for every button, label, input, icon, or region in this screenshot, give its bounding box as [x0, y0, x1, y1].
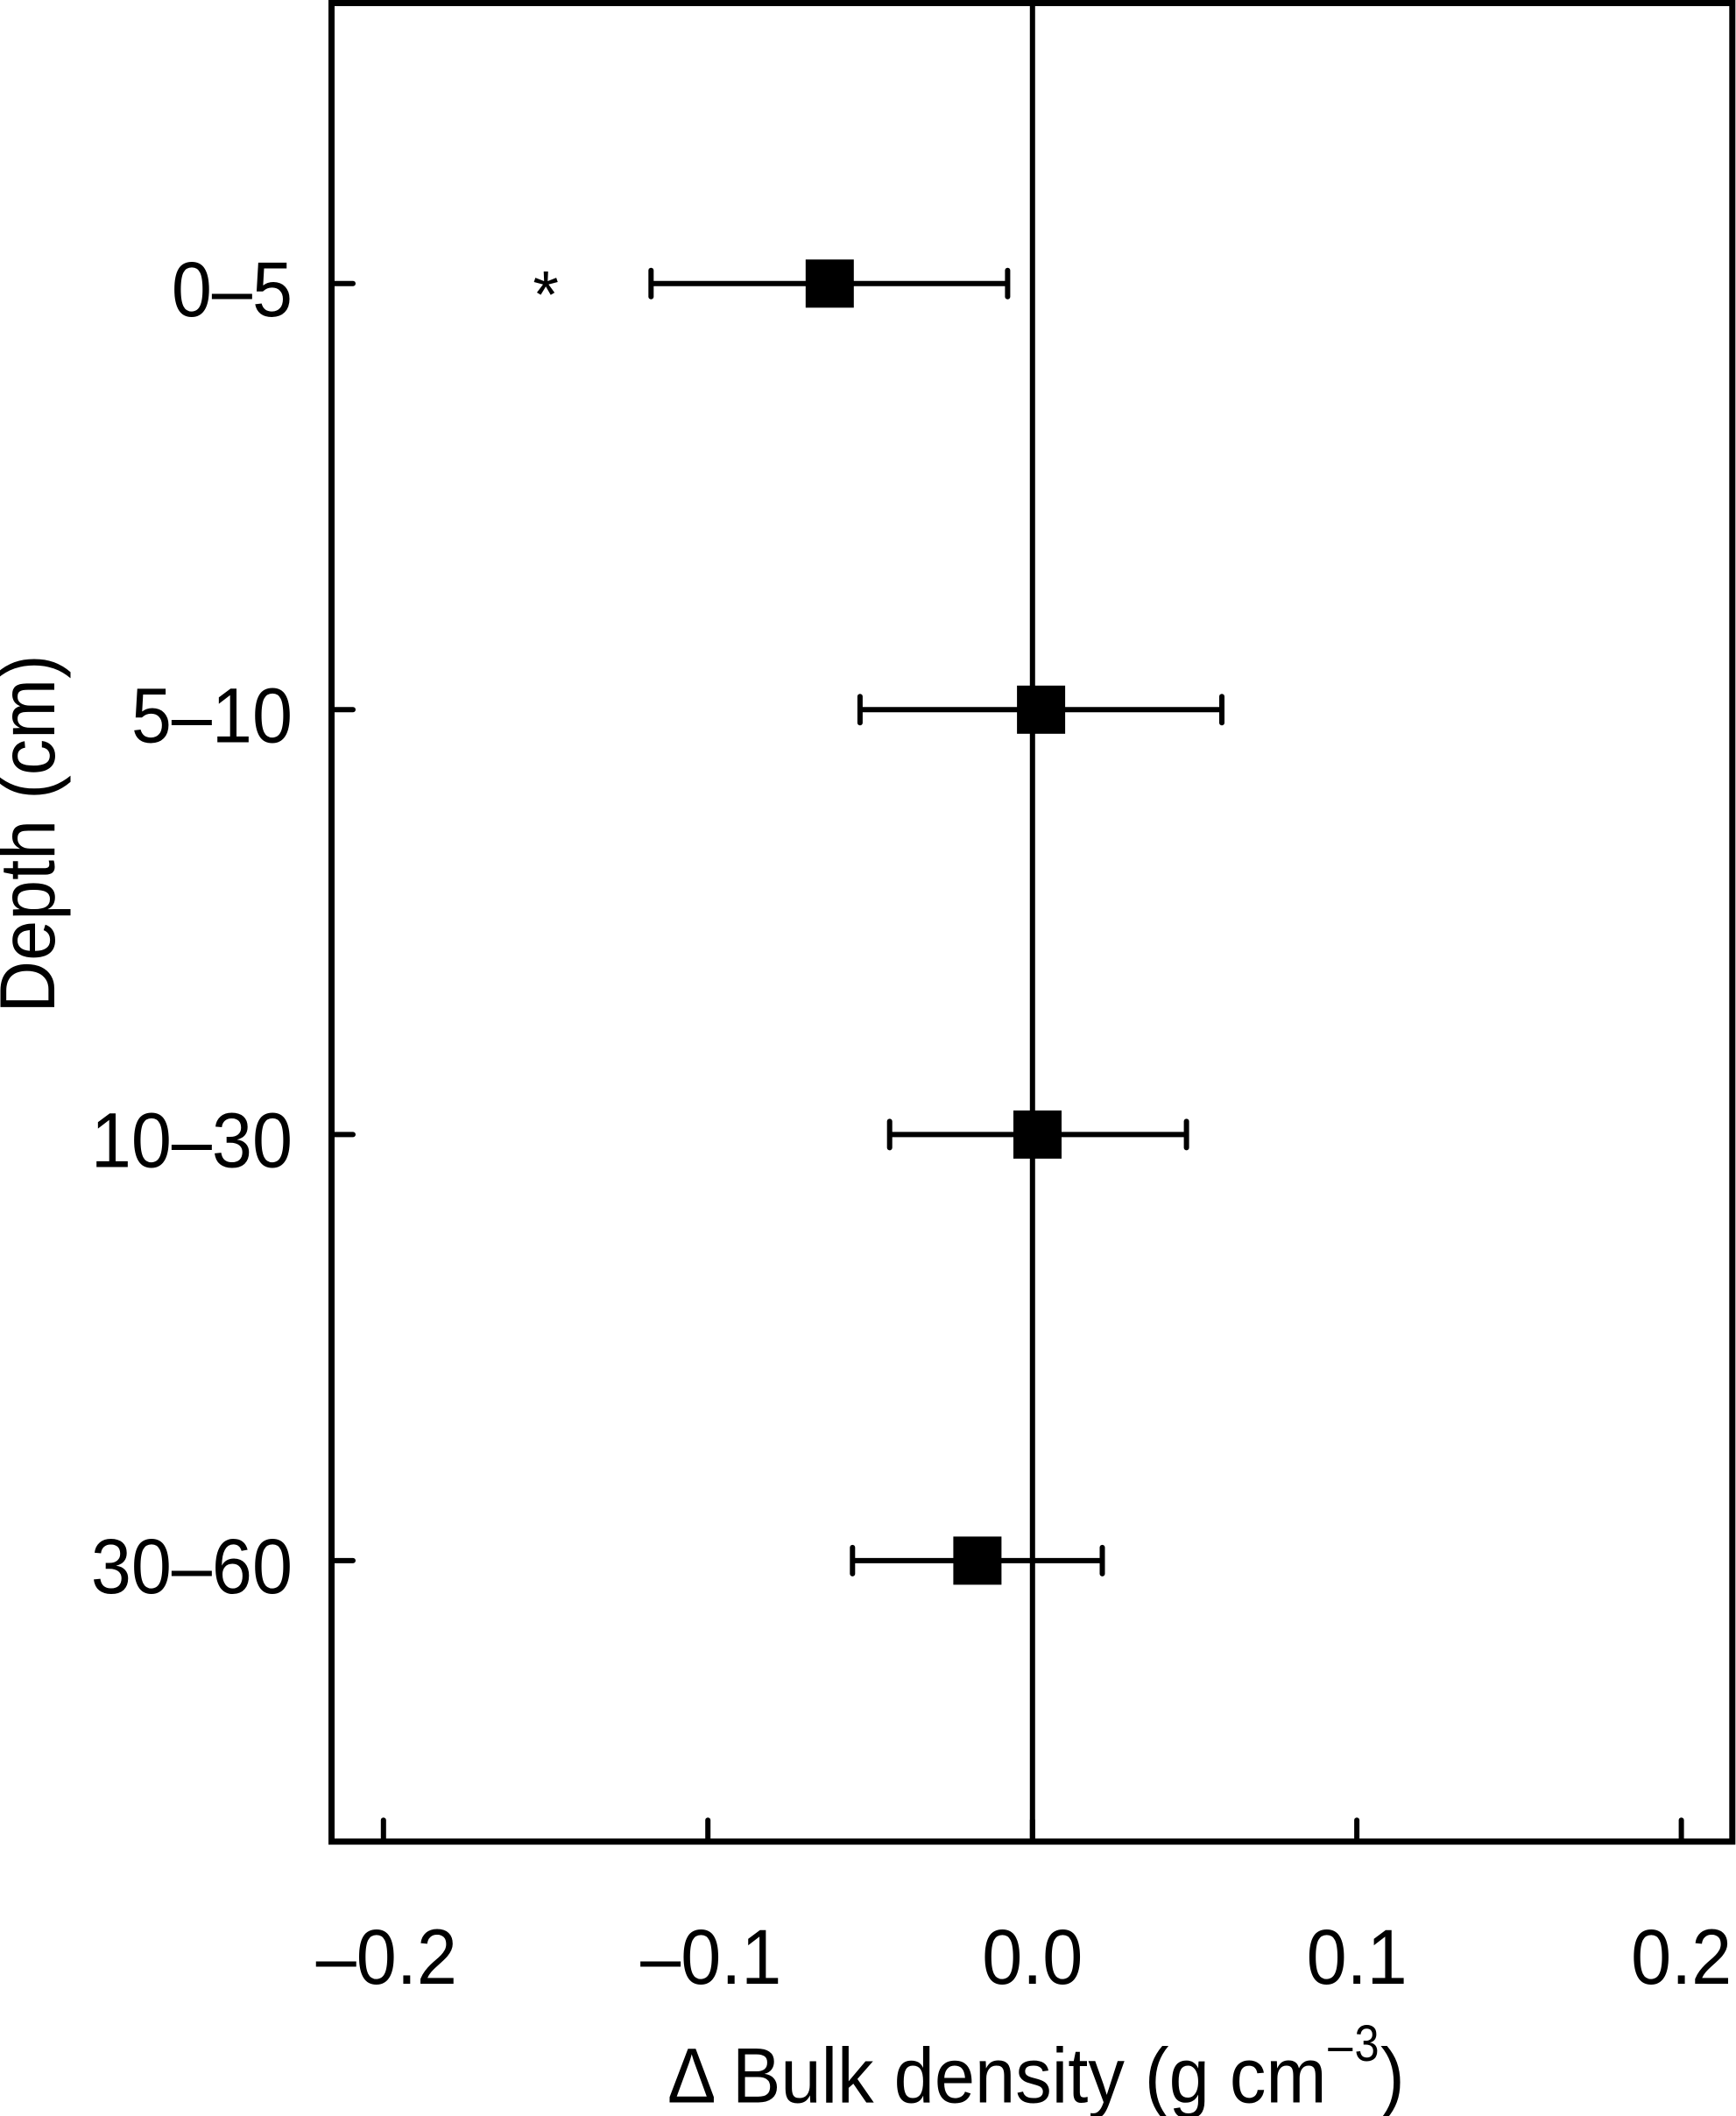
svg-text:0–5: 0–5: [172, 246, 293, 333]
svg-text:*: *: [533, 258, 559, 333]
svg-text:0.0: 0.0: [982, 1914, 1083, 2000]
svg-text:Depth (cm): Depth (cm): [0, 654, 72, 1012]
svg-text:): ): [1380, 2033, 1405, 2116]
svg-text:10–30: 10–30: [91, 1097, 293, 1184]
svg-text:Δ Bulk density (g cm: Δ Bulk density (g cm: [667, 2033, 1327, 2116]
svg-text:0.1: 0.1: [1307, 1914, 1408, 2000]
svg-text:30–60: 30–60: [91, 1523, 293, 1610]
svg-text:–0.1: –0.1: [640, 1914, 781, 2000]
svg-text:–: –: [1328, 2017, 1353, 2074]
svg-text:0.2: 0.2: [1631, 1914, 1732, 2000]
svg-text:3: 3: [1355, 2015, 1380, 2072]
svg-text:5–10: 5–10: [131, 673, 293, 759]
svg-text:–0.2: –0.2: [316, 1914, 457, 2000]
